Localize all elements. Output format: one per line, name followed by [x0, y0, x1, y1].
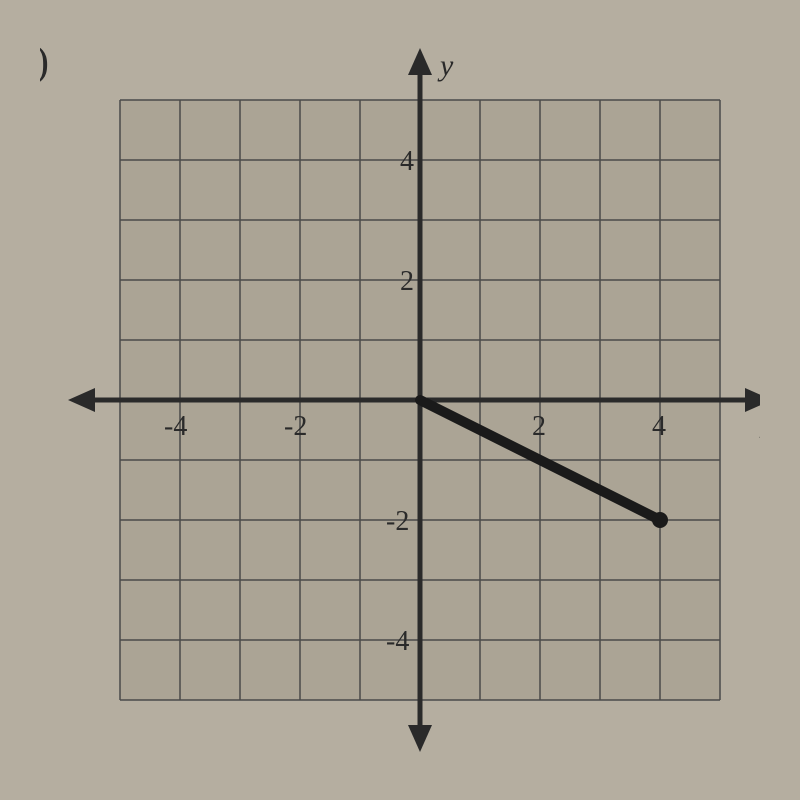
y-tick-neg2: -2: [386, 506, 409, 537]
line-endpoint-marker: [652, 512, 668, 528]
x-axis-left-arrow: [68, 388, 95, 412]
y-tick-2: 2: [400, 266, 414, 297]
y-tick-4: 4: [400, 146, 414, 177]
chart-svg: y x -4 -2 2 4 -4 -2 2 4 ): [40, 40, 760, 760]
x-tick-2: 2: [532, 411, 546, 442]
x-axis-right-arrow: [745, 388, 760, 412]
x-tick-neg2: -2: [284, 411, 307, 442]
y-tick-neg4: -4: [386, 626, 409, 657]
y-axis-label: y: [437, 49, 454, 82]
question-paren: ): [40, 40, 49, 85]
y-axis-top-arrow: [408, 48, 432, 75]
x-tick-neg4: -4: [164, 411, 187, 442]
y-axis-bottom-arrow: [408, 725, 432, 752]
x-axis-label: x: [759, 412, 760, 445]
x-tick-4: 4: [652, 411, 666, 442]
coordinate-plane-chart: y x -4 -2 2 4 -4 -2 2 4 ): [40, 40, 760, 760]
